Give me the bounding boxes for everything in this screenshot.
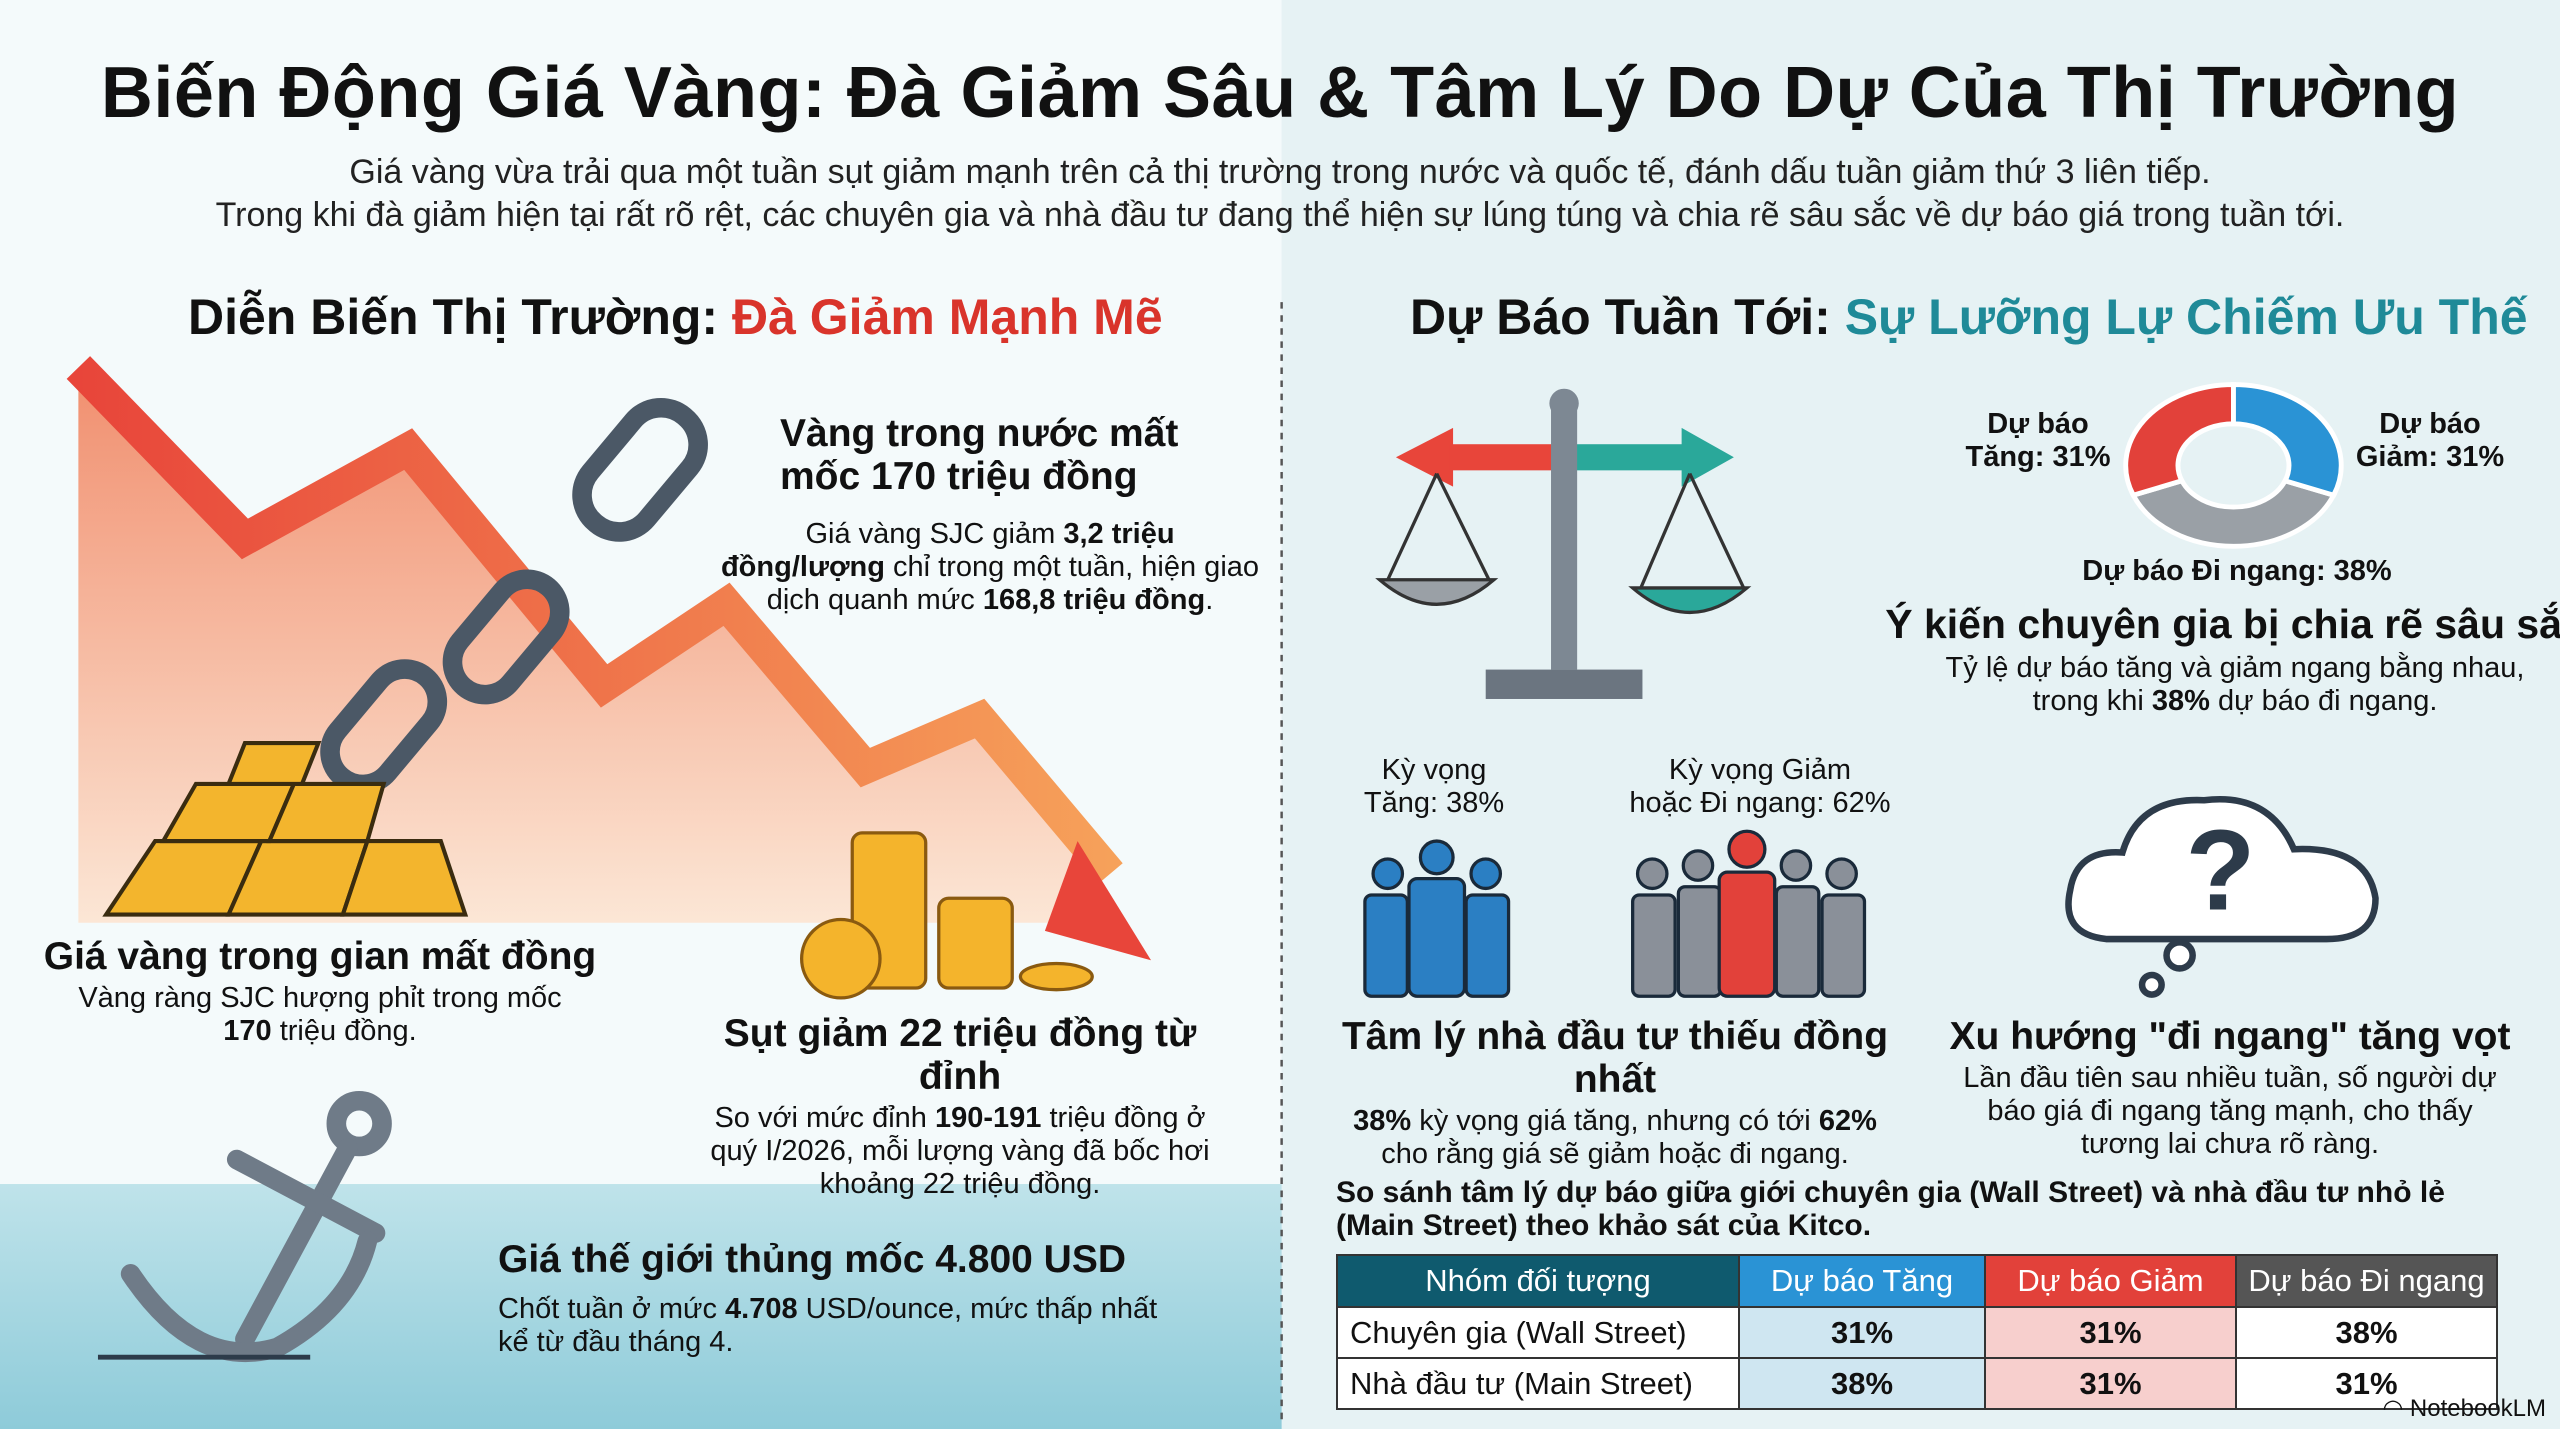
cell-flat: 38% [2235,1306,2498,1359]
card-title: Sụt giảm 22 triệu đồng từ đỉnh [723,1012,1197,1098]
water-band [0,1184,1282,1429]
table-row: Nhà đầu tư (Main Street) 38% 31% 31% [1336,1357,2498,1410]
card-trend: Xu hướng "đi ngang" tăng vọt Lần đầu tiê… [1940,1015,2520,1161]
table-row: Chuyên gia (Wall Street) 31% 31% 38% [1336,1306,2498,1359]
people-down-icon [1631,829,1867,998]
cell-down: 31% [1984,1306,2237,1359]
right-heading-prefix: Dự Báo Tuần Tới: [1410,289,1845,345]
card-body: Tỷ lệ dự báo tăng và giảm ngang bằng nha… [1945,652,2525,717]
notebooklm-watermark: ◠ NotebookLM [2382,1395,2546,1422]
subtitle-line-1: Giá vàng vừa trải qua một tuần sụt giảm … [349,153,2211,191]
card-title: Ý kiến chuyên gia bị chia rẽ sâu sắc [1885,601,2560,647]
right-section-heading: Dự Báo Tuần Tới: Sự Lưỡng Lự Chiếm Ưu Th… [1410,288,2528,346]
left-section-heading: Diễn Biến Thị Trường: Đà Giảm Mạnh Mẽ [188,288,1163,346]
card-title: Giá vàng trong gian mất đồng [43,935,597,978]
header-group: Nhóm đối tượng [1336,1254,1740,1308]
card-title: Giá thế giới thủng mốc 4.800 USD [498,1238,1126,1281]
right-heading-accent: Sự Lưỡng Lự Chiếm Ưu Thế [1844,289,2528,345]
table-caption: So sánh tâm lý dự báo giữa giới chuyên g… [1336,1176,2445,1242]
question-cloud-icon [2065,796,2379,998]
donut-label-up: Dự báo Tăng: 31% [1965,408,2111,473]
donut-slice-down [2123,382,2236,499]
donut-label-flat: Dự báo Đi ngang: 38% [2082,555,2392,587]
card-body: Chốt tuần ở mức 4.708 USD/ounce, mức thấ… [498,1293,1158,1358]
donut-slice-up [2231,382,2344,499]
card-title: Vàng trong nước mất mốc 170 triệu đồng [780,412,1179,498]
subtitle-line-2: Trong khi đà giảm hiện tại rất rõ rệt, c… [215,196,2345,234]
table-header-row: Nhóm đối tượng Dự báo Tăng Dự báo Giảm D… [1336,1254,2498,1308]
card-body: Lần đầu tiên sau nhiều tuần, số người dự… [1963,1062,2497,1160]
header-down: Dự báo Giảm [1984,1254,2237,1308]
cell-down: 31% [1984,1357,2237,1410]
cell-up: 38% [1738,1357,1986,1410]
card-title: Tâm lý nhà đầu tư thiếu đồng nhất [1341,1015,1889,1101]
question-mark-icon: ? [2185,808,2255,935]
people-up-icon [1363,839,1511,998]
cell-group: Nhà đầu tư (Main Street) [1336,1357,1740,1410]
card-title: Xu hướng "đi ngang" tăng vọt [1949,1015,2511,1058]
left-heading-accent: Đà Giảm Mạnh Mẽ [731,289,1163,345]
card-domestic: Vàng trong nước mất mốc 170 triệu đồng [780,412,1200,498]
notebooklm-logo-icon: ◠ [2382,1395,2410,1422]
card-sjc: Giá vàng trong gian mất đồng Vàng ràng S… [40,935,600,1048]
card-domestic-body: Giá vàng SJC giảm 3,2 triệu đồng/lượng c… [720,518,1260,616]
balance-scale-icon [1375,388,1752,699]
header-up: Dự báo Tăng [1738,1254,1986,1308]
page-title: Biến Động Giá Vàng: Đà Giảm Sâu & Tâm Lý… [100,53,2460,133]
anchor-icon [120,1090,392,1363]
card-body: 38% kỳ vọng giá tăng, nhưng có tới 62% c… [1353,1105,1877,1170]
card-experts: Ý kiến chuyên gia bị chia rẽ sâu sắc Tỷ … [1880,603,2560,718]
donut-slice-flat [2129,477,2338,549]
cell-group: Chuyên gia (Wall Street) [1336,1306,1740,1359]
forecast-donut-chart [2123,382,2344,549]
card-peak-drop: Sụt giảm 22 triệu đồng từ đỉnh So với mứ… [680,1012,1240,1201]
people-label-up: Kỳ vọng Tăng: 38% [1363,754,1505,819]
cell-flat: 31% [2235,1357,2498,1410]
left-heading-prefix: Diễn Biến Thị Trường: [188,289,732,345]
card-investors: Tâm lý nhà đầu tư thiếu đồng nhất 38% kỳ… [1300,1015,1930,1171]
card-body: So với mức đỉnh 190-191 triệu đồng ở quý… [710,1102,1210,1200]
card-world-price: Giá thế giới thủng mốc 4.800 USD Chốt tu… [498,1238,1198,1359]
forecast-comparison-table: Nhóm đối tượng Dự báo Tăng Dự báo Giảm D… [1336,1254,2498,1410]
donut-label-down: Dự báo Giảm: 31% [2355,408,2505,473]
header-flat: Dự báo Đi ngang [2235,1254,2498,1308]
coins-icon [800,831,1094,1000]
card-body: Vàng ràng SJC hượng phỉt trong mốc 170 t… [78,982,562,1047]
broken-chain-icon [320,397,708,795]
gold-bars-icon [102,741,469,917]
cell-up: 31% [1738,1306,1986,1359]
people-label-down: Kỳ vọng Giảm hoặc Đi ngang: 62% [1629,754,1891,819]
